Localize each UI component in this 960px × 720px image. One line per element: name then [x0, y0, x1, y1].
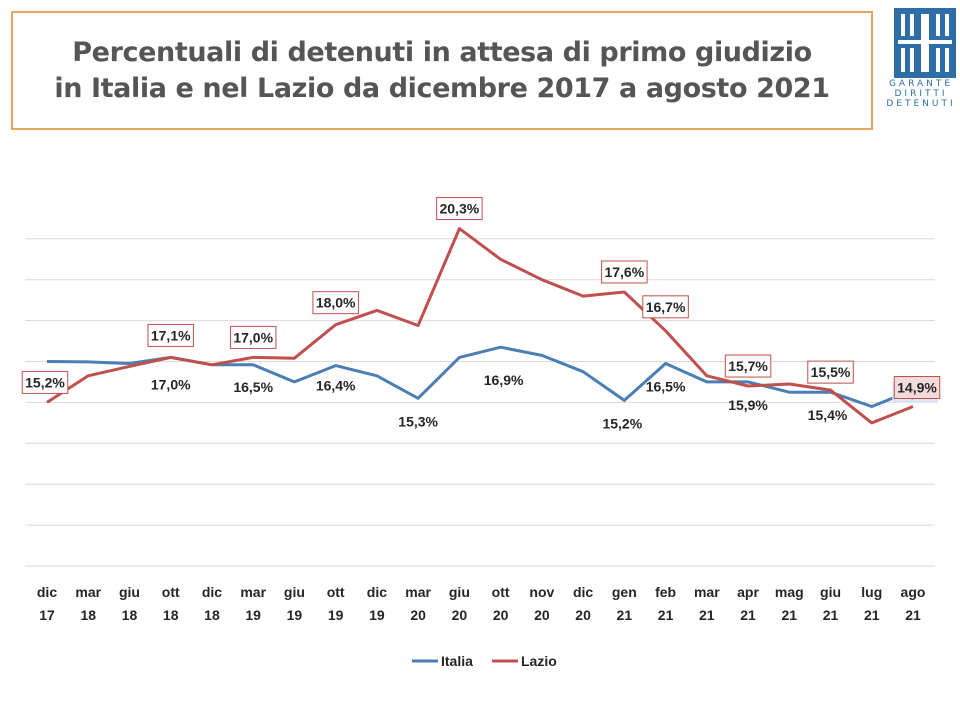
x-tick-label-year: 21: [823, 607, 839, 623]
x-tick-label-month: ott: [162, 584, 180, 600]
italia-data-label: 15,9%: [728, 397, 768, 413]
x-tick-label-month: giu: [284, 584, 305, 600]
italia-data-label: 16,5%: [646, 379, 686, 395]
x-tick-label-year: 21: [905, 607, 921, 623]
x-tick-label-month: mag: [775, 584, 804, 600]
lazio-data-label: 18,0%: [316, 295, 356, 311]
x-tick-label-month: mar: [405, 584, 431, 600]
italia-data-label: 15,3%: [398, 413, 438, 429]
x-tick-label-year: 19: [245, 607, 261, 623]
x-tick-label-year: 18: [204, 607, 220, 623]
x-tick-label-month: gen: [612, 584, 637, 600]
x-tick-label-year: 19: [369, 607, 385, 623]
x-tick-label-month: nov: [529, 584, 554, 600]
x-tick-label-month: dic: [202, 584, 222, 600]
x-tick-label-month: feb: [655, 584, 676, 600]
italia-data-label: 16,4%: [316, 378, 356, 394]
lazio-data-label: 17,6%: [604, 264, 644, 280]
x-tick-label-month: mar: [75, 584, 101, 600]
italia-data-label: 15,2%: [602, 415, 642, 431]
x-tick-label-month: ago: [901, 584, 926, 600]
lazio-data-label: 14,9%: [897, 379, 937, 395]
x-tick-label-month: ott: [327, 584, 345, 600]
x-tick-label-year: 21: [740, 607, 756, 623]
lazio-data-label: 20,3%: [440, 201, 480, 217]
lazio-data-label: 15,5%: [811, 364, 851, 380]
x-tick-label-month: dic: [367, 584, 387, 600]
data-labels: 16,7% 17,0% 16,5% 16,4% 15,3% 16,9% 15,2% 16,5%…: [22, 198, 940, 432]
x-tick-label-year: 19: [328, 607, 344, 623]
x-tick-label-month: mar: [694, 584, 720, 600]
x-tick-label-year: 21: [658, 607, 674, 623]
x-tick-label-year: 20: [534, 607, 550, 623]
x-tick-label-month: mar: [240, 584, 266, 600]
x-tick-label-year: 19: [287, 607, 303, 623]
legend: Italia Lazio: [412, 653, 557, 669]
x-tick-label-year: 20: [493, 607, 509, 623]
line-chart: 16,7% 17,0% 16,5% 16,4% 15,3% 16,9% 15,2% 16,5%…: [0, 0, 960, 720]
x-tick-label-year: 20: [452, 607, 468, 623]
x-tick-label-month: giu: [820, 584, 841, 600]
x-tick-label-year: 21: [781, 607, 797, 623]
legend-label-lazio: Lazio: [521, 653, 557, 669]
lazio-data-label: 15,2%: [25, 374, 65, 390]
lazio-data-label: 17,0%: [233, 329, 273, 345]
x-tick-label-year: 21: [617, 607, 633, 623]
italia-data-label: 16,5%: [233, 379, 273, 395]
x-tick-label-month: ott: [492, 584, 510, 600]
x-tick-label-month: giu: [119, 584, 140, 600]
x-tick-label-month: lug: [861, 584, 882, 600]
lazio-data-label: 17,1%: [151, 327, 191, 343]
x-tick-label-year: 20: [410, 607, 426, 623]
x-tick-label-year: 17: [39, 607, 55, 623]
x-tick-label-month: dic: [573, 584, 593, 600]
x-tick-label-year: 18: [80, 607, 96, 623]
x-axis: dic 17 mar 18 giu 18 ott 18 dic 18 mar 19 giu 19 ott 19…: [37, 584, 926, 623]
grid-lines: [25, 239, 935, 566]
x-tick-label-month: apr: [737, 584, 759, 600]
italia-data-label: 16,9%: [484, 372, 524, 388]
lazio-data-label: 16,7%: [646, 299, 686, 315]
x-tick-label-year: 20: [575, 607, 591, 623]
x-tick-label-year: 21: [699, 607, 715, 623]
italia-data-label: 17,0%: [151, 376, 191, 392]
x-tick-label-month: dic: [37, 584, 57, 600]
italia-data-label: 15,4%: [808, 407, 848, 423]
x-tick-label-year: 18: [122, 607, 138, 623]
x-tick-label-year: 18: [163, 607, 179, 623]
lazio-data-label: 15,7%: [728, 358, 768, 374]
legend-label-italia: Italia: [441, 653, 473, 669]
x-tick-label-year: 21: [864, 607, 880, 623]
x-tick-label-month: giu: [449, 584, 470, 600]
